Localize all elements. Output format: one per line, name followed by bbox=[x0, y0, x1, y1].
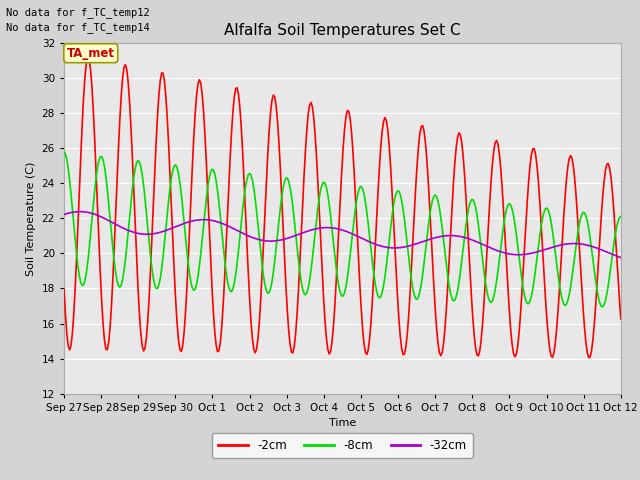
Text: No data for f_TC_temp14: No data for f_TC_temp14 bbox=[6, 22, 150, 33]
Title: Alfalfa Soil Temperatures Set C: Alfalfa Soil Temperatures Set C bbox=[224, 23, 461, 38]
Legend: -2cm, -8cm, -32cm: -2cm, -8cm, -32cm bbox=[212, 433, 473, 458]
X-axis label: Time: Time bbox=[329, 418, 356, 428]
Y-axis label: Soil Temperature (C): Soil Temperature (C) bbox=[26, 161, 36, 276]
Text: No data for f_TC_temp12: No data for f_TC_temp12 bbox=[6, 7, 150, 18]
Text: TA_met: TA_met bbox=[67, 47, 115, 60]
